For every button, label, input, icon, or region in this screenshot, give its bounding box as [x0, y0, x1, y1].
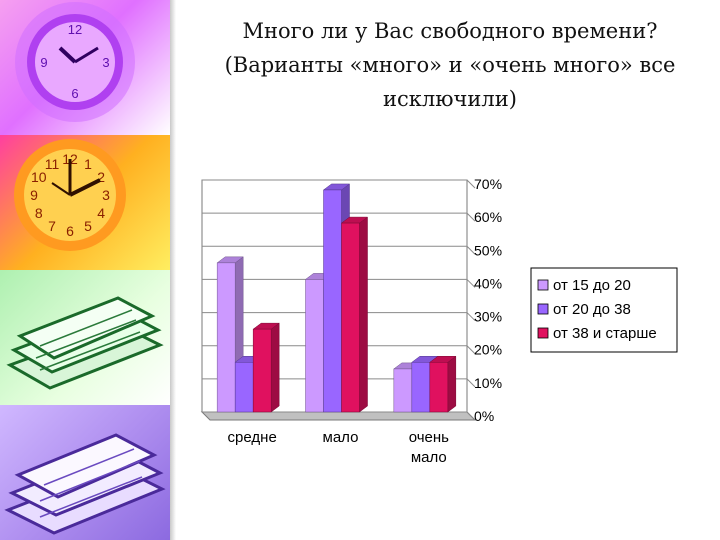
y-tick-label: 0%	[474, 408, 494, 424]
bar-side	[447, 355, 457, 413]
orange-clock-num: 9	[30, 187, 38, 203]
y-tick-label: 10%	[474, 375, 502, 391]
green-books-panel	[0, 270, 170, 405]
y-tick-label: 60%	[474, 209, 502, 225]
legend-swatch	[537, 279, 549, 291]
y-tick-label: 50%	[474, 242, 502, 258]
bar	[429, 362, 449, 413]
legend-swatch	[537, 327, 549, 339]
x-category-label: очень	[409, 429, 449, 446]
title-line-3: исключили)	[383, 87, 517, 111]
plot-floor	[200, 411, 477, 421]
orange-clock-icon: 121234567891011	[14, 139, 126, 251]
gridline-depth	[466, 312, 476, 321]
legend-label: от 38 и старше	[553, 325, 657, 342]
gridline-depth	[466, 279, 476, 288]
orange-clock-num: 11	[45, 156, 60, 172]
bar	[323, 189, 342, 413]
orange-clock-num: 5	[84, 218, 92, 234]
purple-clock-panel: 12 3 6 9	[0, 0, 170, 135]
bar	[393, 368, 413, 413]
purple-books-panel	[0, 405, 170, 540]
x-category-label: мало	[323, 429, 359, 446]
legend-box	[530, 267, 678, 353]
orange-clock-num: 8	[35, 205, 43, 221]
y-tick-label: 70%	[474, 176, 502, 192]
bar	[234, 362, 254, 413]
purple-clock-icon: 12 3 6 9	[15, 2, 135, 122]
y-tick-label: 20%	[474, 342, 502, 358]
orange-clock-num: 4	[97, 205, 105, 221]
gridline-depth	[466, 345, 476, 355]
bar-side	[359, 216, 368, 413]
bar	[305, 279, 324, 413]
legend-label: от 20 до 38	[553, 301, 631, 318]
orange-clock-num: 6	[66, 223, 74, 239]
title-line-1: Много ли у Вас свободного времени?	[242, 19, 658, 43]
orange-clock-num: 2	[97, 169, 105, 185]
orange-clock-num: 7	[48, 218, 56, 234]
bar	[216, 262, 236, 413]
y-tick-label: 30%	[474, 309, 502, 325]
purple-books-icon	[4, 433, 166, 535]
legend-label: от 15 до 20	[553, 277, 631, 294]
decorative-side-strip: 12 3 6 9 121234567891011	[0, 0, 170, 540]
orange-clock-num: 10	[31, 169, 47, 185]
x-category-label: средне	[228, 429, 277, 446]
gridline-depth	[466, 411, 476, 421]
strip-divider	[170, 0, 176, 540]
bar	[252, 328, 272, 413]
gridline-depth	[466, 212, 476, 222]
orange-clock-panel: 121234567891011	[0, 135, 170, 270]
y-tick-label: 40%	[474, 275, 502, 291]
bar	[341, 222, 360, 413]
top-clock-num-9: 9	[40, 55, 47, 70]
slide-title: Много ли у Вас свободного времени? (Вари…	[200, 14, 700, 116]
legend-swatch	[537, 303, 549, 315]
orange-clock-num: 3	[102, 187, 110, 203]
bar	[411, 362, 431, 413]
gridline-depth	[466, 245, 476, 255]
bar-side	[270, 322, 280, 413]
x-category-label: мало	[411, 449, 447, 466]
gridline-depth	[466, 179, 476, 189]
top-clock-num-6: 6	[71, 86, 78, 101]
gridline-depth	[466, 378, 476, 388]
orange-clock-num: 1	[84, 156, 92, 172]
top-clock-num-12: 12	[68, 22, 82, 37]
top-clock-num-3: 3	[102, 55, 109, 70]
green-books-icon	[6, 296, 164, 390]
title-line-2: (Варианты «много» и «очень много» все	[224, 53, 676, 77]
